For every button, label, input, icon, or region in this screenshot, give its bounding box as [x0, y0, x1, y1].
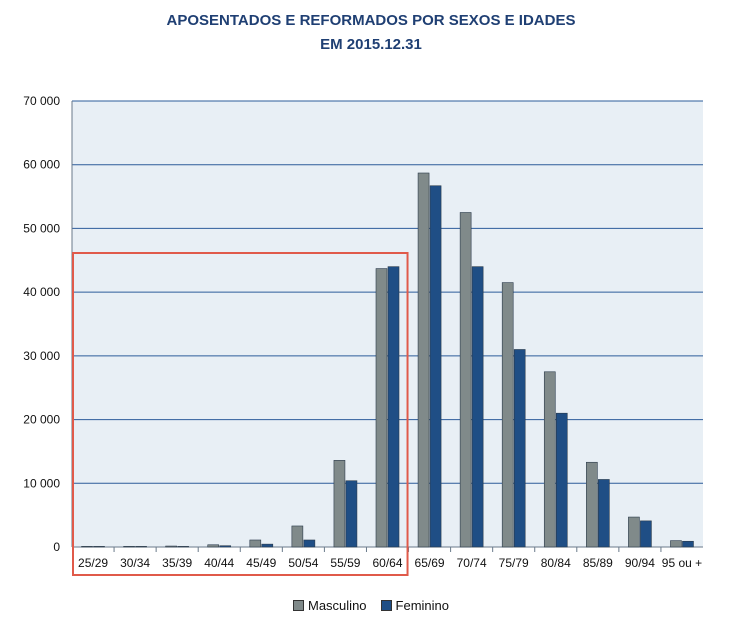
x-tick-label: 50/54 — [288, 556, 318, 570]
bar-feminino-45/49 — [261, 543, 274, 548]
bar-masculino-95 ou + — [670, 540, 682, 548]
bar-feminino-35/39 — [177, 546, 189, 548]
bar-feminino-50/54 — [303, 539, 316, 548]
bar-feminino-65/69 — [429, 185, 442, 548]
bar-feminino-25/29 — [93, 546, 105, 548]
bar-masculino-55/59 — [333, 460, 346, 548]
legend-label-feminino: Feminino — [395, 598, 449, 613]
legend-swatch-feminino — [380, 600, 392, 611]
bar-feminino-60/64 — [387, 266, 400, 548]
x-tick-label: 95 ou + — [662, 556, 702, 570]
x-tick-label: 65/69 — [415, 556, 445, 570]
bar-feminino-40/44 — [219, 545, 232, 548]
x-tick-label: 30/34 — [120, 556, 150, 570]
bar-masculino-85/89 — [586, 461, 598, 548]
bar-feminino-95 ou + — [682, 540, 694, 548]
x-tick-label: 25/29 — [78, 556, 108, 570]
bar-feminino-30/34 — [135, 546, 147, 548]
y-tick-label: 60 000 — [23, 158, 60, 172]
x-tick-label: 55/59 — [330, 556, 360, 570]
bar-masculino-50/54 — [291, 525, 304, 548]
bar-feminino-85/89 — [598, 479, 610, 548]
bar-masculino-60/64 — [375, 268, 388, 548]
x-tick-label: 80/84 — [541, 556, 571, 570]
bar-masculino-35/39 — [165, 545, 177, 548]
legend-swatch-masculino — [293, 600, 304, 611]
plot-area — [72, 101, 703, 547]
bar-feminino-55/59 — [345, 480, 358, 548]
bar-masculino-45/49 — [249, 539, 262, 548]
bar-masculino-25/29 — [81, 546, 93, 548]
x-tick-label: 60/64 — [372, 556, 402, 570]
bar-feminino-70/74 — [471, 266, 484, 548]
y-tick-label: 10 000 — [23, 476, 60, 490]
bar-masculino-90/94 — [628, 516, 640, 548]
x-tick-label: 40/44 — [204, 556, 234, 570]
x-tick-label: 70/74 — [457, 556, 487, 570]
x-tick-label: 45/49 — [246, 556, 276, 570]
y-tick-label: 70 000 — [23, 94, 60, 108]
x-tick-label: 85/89 — [583, 556, 613, 570]
chart-subtitle: EM 2015.12.31 — [320, 36, 422, 53]
x-tick-label: 75/79 — [499, 556, 529, 570]
chart-legend: Masculino Feminino — [0, 598, 742, 613]
bar-feminino-90/94 — [640, 520, 652, 548]
y-tick-label: 40 000 — [23, 285, 60, 299]
highlight-box — [72, 252, 409, 576]
chart-title: APOSENTADOS E REFORMADOS POR SEXOS E IDA… — [166, 12, 576, 29]
y-tick-label: 30 000 — [23, 349, 60, 363]
y-tick-label: 20 000 — [23, 413, 60, 427]
bar-masculino-75/79 — [501, 282, 514, 548]
legend-item-feminino: Feminino — [380, 598, 449, 613]
bar-feminino-75/79 — [513, 349, 526, 548]
legend-item-masculino: Masculino — [293, 598, 367, 613]
x-tick-label: 90/94 — [625, 556, 655, 570]
legend-label-masculino: Masculino — [308, 598, 367, 613]
x-tick-label: 35/39 — [162, 556, 192, 570]
bar-masculino-40/44 — [207, 544, 220, 548]
bar-masculino-70/74 — [459, 212, 472, 548]
bar-feminino-80/84 — [555, 412, 568, 548]
y-tick-label: 0 — [53, 540, 60, 554]
bar-masculino-80/84 — [543, 371, 556, 548]
y-tick-label: 50 000 — [23, 221, 60, 235]
bar-masculino-65/69 — [417, 172, 430, 548]
bar-masculino-30/34 — [123, 546, 135, 548]
